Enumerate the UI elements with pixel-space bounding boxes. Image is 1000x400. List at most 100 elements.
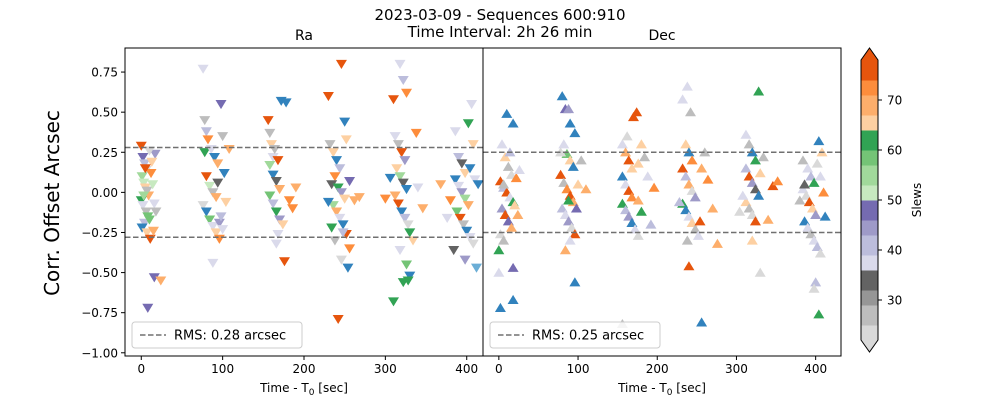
scatter-point	[754, 267, 766, 277]
scatter-point	[337, 220, 349, 230]
scatter-point	[217, 132, 229, 142]
scatter-point	[510, 172, 522, 183]
scatter-point	[513, 164, 525, 175]
scatter-point	[749, 184, 761, 194]
scatter-point	[389, 191, 401, 201]
scatter-point	[394, 246, 406, 256]
scatter-point	[566, 222, 578, 232]
scatter-point	[401, 88, 413, 98]
scatter-point	[220, 197, 232, 207]
scatter-point	[200, 127, 212, 137]
scatter-point	[564, 155, 576, 165]
colorbar-band	[861, 60, 878, 81]
scatter-point	[507, 118, 519, 128]
scatter-point	[799, 179, 811, 189]
scatter-point	[141, 228, 153, 238]
scatter-point	[342, 263, 354, 273]
scatter-point	[147, 226, 159, 236]
scatter-point	[212, 159, 224, 169]
scatter-point	[499, 209, 511, 219]
scatter-point	[472, 180, 484, 190]
x-tick-label: 100	[211, 362, 234, 376]
scatter-point	[626, 192, 638, 202]
scatter-point	[143, 146, 155, 156]
y-tick-label: −0.50	[81, 266, 118, 280]
scatter-point	[749, 155, 761, 165]
scatter-point	[215, 100, 227, 110]
scatter-point	[327, 148, 339, 158]
scatter-points	[493, 81, 831, 329]
scatter-point	[639, 152, 651, 162]
scatter-point	[139, 159, 151, 169]
scatter-point	[272, 156, 284, 166]
scatter-point	[278, 257, 290, 267]
scatter-point	[501, 108, 513, 118]
scatter-point	[326, 180, 338, 190]
colorbar-band	[861, 150, 878, 166]
colorbar-extend-min	[861, 340, 878, 352]
scatter-point	[462, 119, 474, 129]
scatter-point	[616, 198, 628, 208]
scatter-point	[207, 221, 219, 232]
scatter-point	[267, 170, 279, 180]
colorbar: 30 40 50 60 70 Slews	[860, 47, 924, 353]
y-tick-label: 0.00	[91, 186, 118, 200]
scatter-point	[441, 213, 453, 223]
scatter-point	[673, 197, 685, 207]
colorbar-band	[861, 255, 878, 271]
scatter-point	[681, 81, 693, 91]
scatter-point	[146, 157, 158, 167]
scatter-point	[280, 98, 292, 108]
scatter-point	[563, 216, 575, 226]
scatter-point	[680, 171, 692, 181]
scatter-point	[746, 235, 758, 245]
colorbar-tick-label: 50	[887, 194, 902, 208]
colorbar-band	[861, 115, 878, 131]
scatter-point	[199, 148, 211, 158]
scatter-point	[399, 213, 411, 223]
scatter-point	[207, 188, 219, 198]
scatter-point	[267, 152, 279, 163]
scatter-point	[564, 118, 576, 128]
scatter-point	[493, 245, 505, 255]
scatter-point	[396, 148, 408, 158]
scatter-point	[339, 194, 351, 204]
scatter-point	[494, 229, 506, 239]
scatter-point	[757, 152, 769, 162]
scatter-point	[767, 181, 779, 191]
scatter-point	[645, 219, 657, 229]
scatter-point	[274, 185, 286, 195]
scatter-point	[462, 201, 474, 211]
scatter-point	[692, 230, 704, 240]
scatter-point	[283, 196, 295, 206]
scatter-point	[683, 147, 695, 157]
scatter-point	[466, 100, 478, 110]
panel-title: Ra	[295, 28, 313, 44]
scatter-point	[202, 135, 214, 145]
scatter-point	[287, 204, 299, 214]
scatter-point	[322, 197, 334, 207]
scatter-point	[448, 246, 460, 256]
scatter-point	[683, 261, 695, 271]
scatter-point	[559, 209, 571, 219]
scatter-point	[379, 194, 391, 204]
scatter-point	[814, 171, 826, 181]
scatter-point	[461, 226, 473, 236]
scatter-point	[449, 127, 461, 137]
scatter-point	[329, 236, 341, 246]
scatter-point	[746, 209, 758, 219]
scatter-point	[631, 107, 643, 117]
scatter-point	[496, 203, 508, 213]
scatter-point	[394, 172, 406, 182]
colorbar-band	[861, 235, 878, 256]
scatter-point	[135, 141, 147, 151]
scatter-point	[389, 132, 401, 142]
scatter-point	[270, 239, 282, 249]
scatter-point	[799, 216, 811, 226]
colorbar-band	[861, 270, 878, 291]
scatter-point	[808, 177, 820, 187]
scatter-point	[467, 140, 479, 150]
scatter-point	[740, 163, 752, 173]
scatter-point	[563, 195, 575, 205]
scatter-point	[746, 177, 758, 187]
